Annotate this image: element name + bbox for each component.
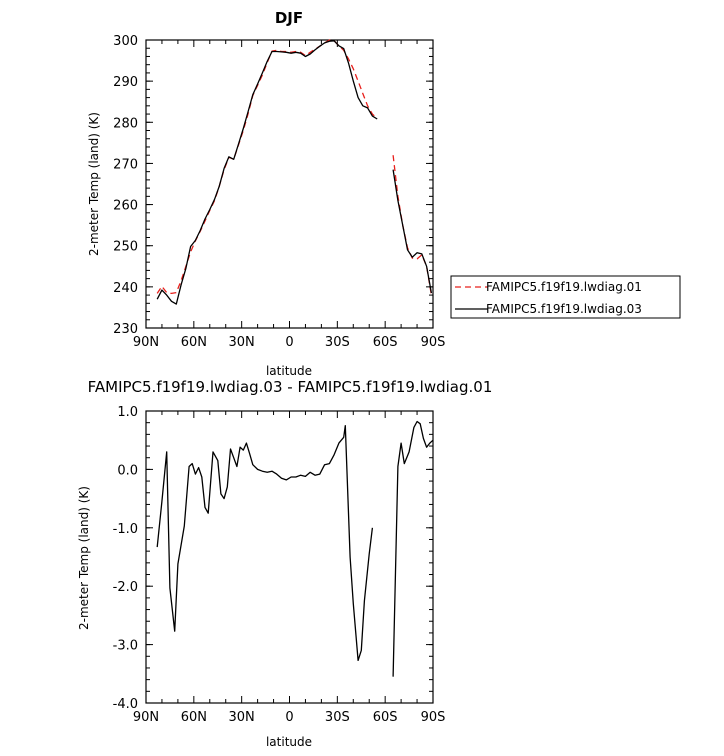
top-panel: DJF 90N 60N 30N 0 30S 60S 90S 230 240 250 260 270 28… [87, 9, 681, 378]
bottom-y-tick-label: -3.0 [113, 639, 138, 654]
bottom-x-tick-label: 60N [181, 710, 207, 725]
bottom-plot-frame [145, 410, 434, 704]
top-series-1-line-segment-0 [156, 40, 378, 305]
top-x-tick-label: 30N [229, 335, 255, 350]
bottom-x-tick-label: 90S [421, 710, 446, 725]
top-y-axis-label: 2-meter Temp (land) (K) [87, 112, 101, 256]
top-x-tick-label: 30S [325, 335, 350, 350]
top-x-tick-label: 60N [181, 335, 207, 350]
bottom-x-axis-label: latitude [266, 735, 312, 749]
legend-box [450, 275, 681, 319]
top-y-tick-label: 270 [113, 157, 138, 172]
bottom-x-tick-label: 30N [229, 710, 255, 725]
legend-label-lwdiag-03: FAMIPC5.f19f19.lwdiag.03 [486, 302, 642, 316]
bottom-y-tick-label: -2.0 [113, 580, 138, 595]
top-y-tick-label: 240 [113, 281, 138, 296]
bottom-series-0-line-segment-1 [392, 420, 434, 677]
bottom-y-tick-label: -1.0 [113, 522, 138, 537]
top-y-tick-label: 280 [113, 116, 138, 131]
top-x-axis-label: latitude [266, 364, 312, 378]
top-series-1-line-segment-1 [392, 169, 433, 294]
top-y-tick-label: 230 [113, 322, 138, 337]
legend: FAMIPC5.f19f19.lwdiag.01 FAMIPC5.f19f19.… [450, 275, 681, 319]
bottom-panel: FAMIPC5.f19f19.lwdiag.03 - FAMIPC5.f19f1… [77, 378, 492, 749]
top-y-tick-label: 290 [113, 75, 138, 90]
top-x-tick-label: 60S [373, 335, 398, 350]
top-x-tick-label: 90N [133, 335, 159, 350]
top-chart-title: DJF [275, 9, 303, 27]
bottom-chart-title: FAMIPC5.f19f19.lwdiag.03 - FAMIPC5.f19f1… [88, 378, 493, 396]
bottom-y-tick-label: 1.0 [117, 405, 138, 420]
bottom-plot-area: 90N 60N 30N 0 30S 60S 90S -4.0 -3.0 -2.0 -1.0 0.0 1.… [113, 405, 446, 725]
bottom-y-axis-label: 2-meter Temp (land) (K) [77, 486, 91, 630]
legend-label-lwdiag-01: FAMIPC5.f19f19.lwdiag.01 [486, 280, 642, 294]
top-plot-frame [145, 39, 434, 329]
top-series-0-line-segment-1 [392, 155, 433, 296]
bottom-x-tick-label: 90N [133, 710, 159, 725]
bottom-x-tick-label: 30S [325, 710, 350, 725]
top-y-tick-label: 300 [113, 34, 138, 49]
top-y-tick-label: 250 [113, 240, 138, 255]
bottom-series-0-line-segment-0 [156, 424, 374, 662]
bottom-x-tick-label: 0 [285, 710, 293, 725]
top-plot-area: 90N 60N 30N 0 30S 60S 90S 230 240 250 260 270 280 290… [113, 34, 445, 350]
top-series-0-line-segment-0 [156, 39, 378, 295]
bottom-y-tick-label: -4.0 [113, 697, 138, 712]
top-x-tick-label: 0 [285, 335, 293, 350]
top-x-tick-label: 90S [421, 335, 446, 350]
bottom-x-tick-label: 60S [373, 710, 398, 725]
top-y-tick-label: 260 [113, 199, 138, 214]
bottom-y-tick-label: 0.0 [117, 463, 138, 478]
